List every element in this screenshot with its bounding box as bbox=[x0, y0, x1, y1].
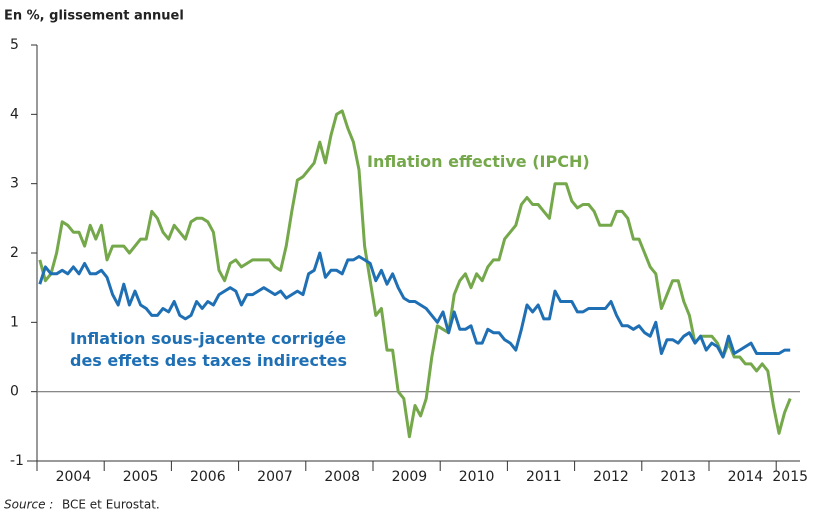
series-line bbox=[38, 251, 791, 359]
x-tick-label: 2011 bbox=[526, 469, 562, 485]
series-label: Inflation sous-jacente corrigée des effe… bbox=[70, 329, 347, 370]
y-tick-label: 5 bbox=[10, 37, 19, 53]
x-tick-label: 2004 bbox=[56, 469, 92, 485]
x-tick-label: 2009 bbox=[392, 469, 428, 485]
x-tick-label: 2010 bbox=[459, 469, 495, 485]
y-tick-label: 0 bbox=[10, 384, 19, 400]
x-tick-label: 2007 bbox=[257, 469, 293, 485]
series-line bbox=[38, 109, 792, 439]
y-tick-label: 4 bbox=[10, 106, 19, 122]
source-label: Source : bbox=[4, 498, 53, 512]
chart-title: En %, glissement annuel bbox=[4, 9, 184, 24]
series-label: Inflation effective (IPCH) bbox=[367, 152, 590, 171]
y-tick-label: 1 bbox=[10, 314, 19, 330]
y-tick-label: -1 bbox=[10, 453, 24, 469]
x-tick-label: 2006 bbox=[190, 469, 226, 485]
x-tick-label: 2012 bbox=[593, 469, 629, 485]
y-tick-label: 3 bbox=[10, 176, 19, 192]
y-tick-label: 2 bbox=[10, 245, 19, 261]
x-tick-label: 2005 bbox=[123, 469, 159, 485]
x-tick-label: 2013 bbox=[660, 469, 696, 485]
x-tick-label: 2015 bbox=[772, 469, 808, 485]
x-tick-label: 2008 bbox=[324, 469, 360, 485]
x-tick-label: 2014 bbox=[728, 469, 764, 485]
source-text: BCE et Eurostat. bbox=[62, 498, 160, 512]
